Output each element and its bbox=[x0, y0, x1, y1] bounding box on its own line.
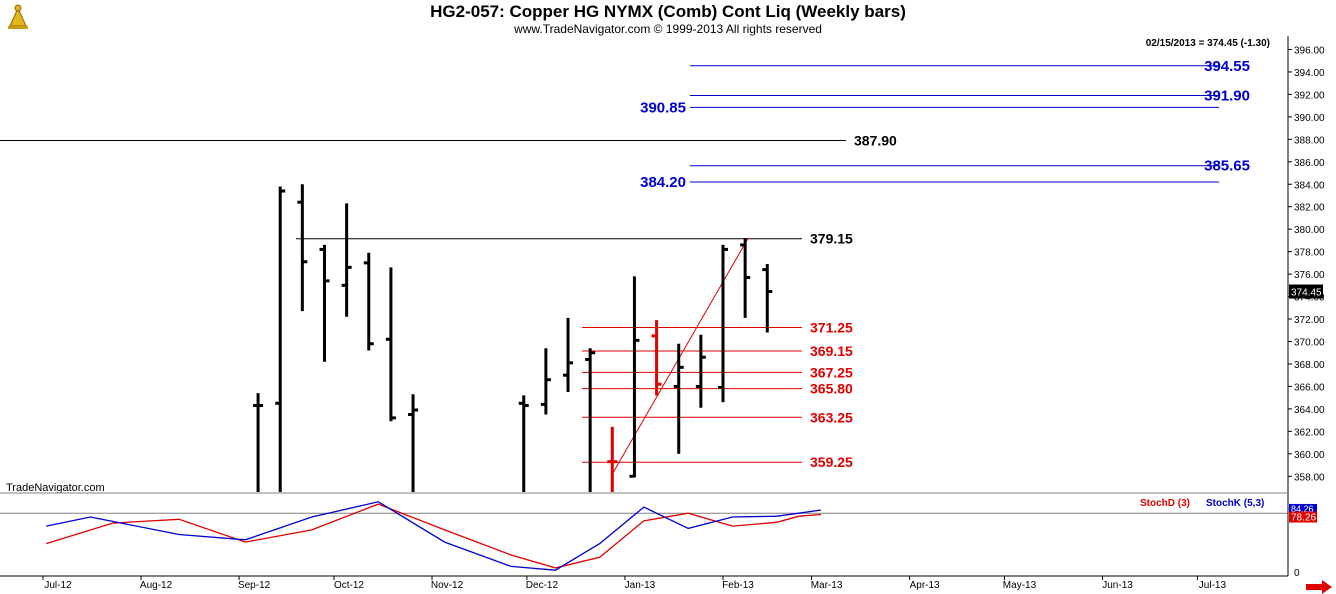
x-tick-label: Oct-12 bbox=[334, 580, 364, 591]
level-label: 390.85 bbox=[640, 99, 686, 116]
price-tick-label: 362.00 bbox=[1294, 427, 1325, 438]
price-bars bbox=[253, 184, 773, 492]
price-tick-label: 358.00 bbox=[1294, 472, 1325, 483]
x-tick-label: Feb-13 bbox=[722, 580, 754, 591]
price-tick-label: 386.00 bbox=[1294, 158, 1325, 169]
stochd-value-tag bbox=[1289, 511, 1317, 523]
x-tick-label: Jul-13 bbox=[1199, 580, 1227, 591]
level-label: 394.55 bbox=[1204, 58, 1250, 75]
level-label: 391.90 bbox=[1204, 88, 1250, 105]
x-tick-label: Apr-13 bbox=[910, 580, 940, 591]
last-price-tag bbox=[1289, 284, 1323, 299]
x-tick-label: Jun-13 bbox=[1102, 580, 1133, 591]
x-tick-label: Jul-12 bbox=[44, 580, 72, 591]
price-tick-label: 384.00 bbox=[1294, 180, 1325, 191]
price-tick-label: 390.00 bbox=[1294, 113, 1325, 124]
stoch-series-line bbox=[46, 501, 822, 571]
price-tick-label: 370.00 bbox=[1294, 337, 1325, 348]
stochk-value-tag bbox=[1289, 503, 1317, 513]
level-label: 371.25 bbox=[810, 319, 853, 335]
x-tick-label: Aug-12 bbox=[140, 580, 173, 591]
levels: 394.55 391.90 390.85 387.90 385.65 384.20 379.… bbox=[0, 58, 1250, 475]
level-label: 387.90 bbox=[854, 132, 897, 148]
level-label: 379.15 bbox=[810, 231, 853, 247]
stoch-series-line bbox=[46, 503, 822, 569]
last-price-tag-label: 374.45 bbox=[1291, 288, 1322, 299]
x-tick-label: Sep-12 bbox=[238, 580, 271, 591]
x-tick-label: Jan-13 bbox=[625, 580, 656, 591]
price-tick-label: 394.00 bbox=[1294, 68, 1325, 79]
x-tick-label: May-13 bbox=[1003, 580, 1037, 591]
stochd-value-label: 78.26 bbox=[1291, 513, 1316, 524]
level-label: 367.25 bbox=[810, 364, 853, 380]
price-tick-label: 360.00 bbox=[1294, 450, 1325, 461]
level-label: 359.25 bbox=[810, 454, 853, 470]
trade-navigator-logo bbox=[4, 2, 32, 37]
stochk-legend: StochK (5,3) bbox=[1206, 498, 1264, 509]
x-axis-area bbox=[0, 576, 1288, 594]
stochd-legend: StochD (3) bbox=[1140, 498, 1190, 509]
price-panel bbox=[0, 36, 1288, 492]
price-tick-label: 380.00 bbox=[1294, 225, 1325, 236]
price-tick-label: 372.00 bbox=[1294, 315, 1325, 326]
price-tick-label: 366.00 bbox=[1294, 382, 1325, 393]
copyright-text: www.TradeNavigator.com © 1999-2013 All r… bbox=[514, 22, 822, 36]
right-arrow-icon[interactable] bbox=[1306, 580, 1332, 594]
stochk-value-label: 84.26 bbox=[1291, 504, 1314, 514]
price-tick-label: 382.00 bbox=[1294, 203, 1325, 214]
x-tick-label: Mar-13 bbox=[811, 580, 843, 591]
last-price-info: 02/15/2013 = 374.45 (-1.30) bbox=[1146, 38, 1270, 49]
level-label: 365.80 bbox=[810, 381, 853, 397]
price-tick-label: 368.00 bbox=[1294, 360, 1325, 371]
chart-title: HG2-057: Copper HG NYMX (Comb) Cont Liq … bbox=[430, 2, 906, 21]
watermark-text: TradeNavigator.com bbox=[6, 482, 105, 494]
axes: 02/15/2013 = 374.45 (-1.30) 358.00 360.00 3… bbox=[0, 36, 1332, 594]
x-tick-label: Dec-12 bbox=[526, 580, 559, 591]
level-label: 363.25 bbox=[810, 409, 853, 425]
x-tick-label: Nov-12 bbox=[431, 580, 464, 591]
level-label: 369.15 bbox=[810, 343, 853, 359]
price-tick-label: 378.00 bbox=[1294, 248, 1325, 259]
level-label: 384.20 bbox=[640, 174, 686, 191]
price-axis bbox=[1288, 36, 1336, 576]
stoch-axis-zero: 0 bbox=[1294, 568, 1300, 579]
price-tick-label: 396.00 bbox=[1294, 45, 1325, 56]
price-tick-label: 364.00 bbox=[1294, 405, 1325, 416]
price-tick-label: 388.00 bbox=[1294, 135, 1325, 146]
level-label: 385.65 bbox=[1204, 158, 1250, 175]
price-tick-label: 376.00 bbox=[1294, 270, 1325, 281]
price-tick-label: 392.00 bbox=[1294, 90, 1325, 101]
